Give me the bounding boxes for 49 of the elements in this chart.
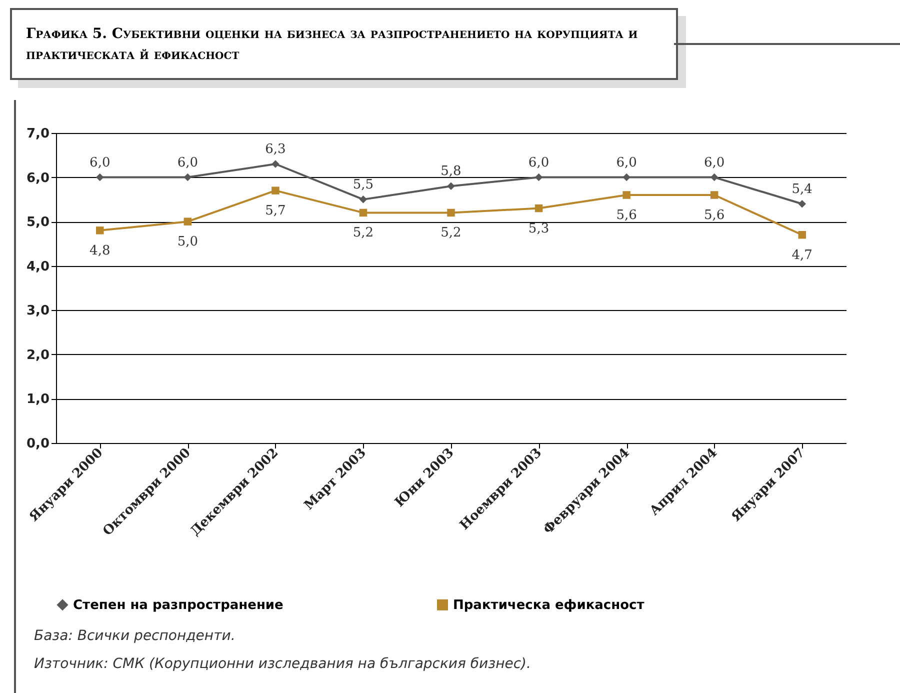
data-label: 5,8: [440, 164, 462, 180]
data-label: 4,7: [792, 248, 812, 263]
data-label: 6,0: [616, 155, 637, 170]
y-tick-label: 4,0: [26, 259, 50, 274]
y-tick-label: 1,0: [26, 392, 50, 408]
y-tick-label: 7,0: [26, 126, 50, 142]
y-tick-label: 5,0: [26, 215, 50, 230]
point: [710, 173, 718, 182]
legend-label: Степен на разпространение: [73, 598, 284, 613]
data-label: 6,0: [704, 155, 725, 170]
data-label: 5,0: [177, 234, 198, 250]
data-label: 5,7: [265, 204, 286, 219]
point: [798, 200, 806, 208]
data-label: 6,3: [265, 142, 286, 157]
point: [447, 182, 455, 190]
data-label: 4,8: [90, 243, 110, 258]
data-label: 6,0: [90, 155, 110, 170]
y-tick-label: 6,0: [26, 170, 50, 186]
point: [622, 173, 630, 182]
point: [272, 186, 280, 194]
data-label: 5,6: [616, 208, 637, 223]
point: [534, 173, 543, 182]
point: [710, 191, 718, 199]
text: База: Всички респонденти.: [34, 627, 236, 646]
point: [622, 191, 630, 199]
data-label: 5,4: [792, 182, 812, 197]
chart-title: Графика 5. Субективни оценки на бизнеса за разпространението на корупцията и практическата й ефикасност: [10, 8, 678, 80]
data-label: 5,2: [352, 226, 374, 241]
point: [359, 196, 368, 204]
legend-label: Практическа ефикасност: [453, 598, 645, 613]
point: [534, 204, 543, 212]
text: Източник: СМК (Корупционни изследвания на българския бизнес).: [34, 655, 531, 674]
point: [272, 160, 280, 168]
point: [184, 218, 192, 226]
point: [359, 208, 368, 217]
data-label: 5,2: [440, 226, 462, 241]
data-label: 6,0: [177, 155, 198, 170]
y-tick-label: 3,0: [26, 304, 50, 319]
point: [96, 226, 104, 234]
point: [96, 173, 104, 182]
data-label: 5,5: [352, 177, 374, 192]
point: [184, 173, 192, 182]
y-tick-label: 2,0: [26, 348, 50, 363]
y-tick-label: 0,0: [26, 436, 50, 452]
data-label: 6,0: [528, 155, 550, 170]
data-label: 5,6: [704, 208, 725, 223]
point: [798, 230, 806, 239]
data-label: 5,3: [528, 221, 550, 236]
point: [447, 208, 455, 217]
